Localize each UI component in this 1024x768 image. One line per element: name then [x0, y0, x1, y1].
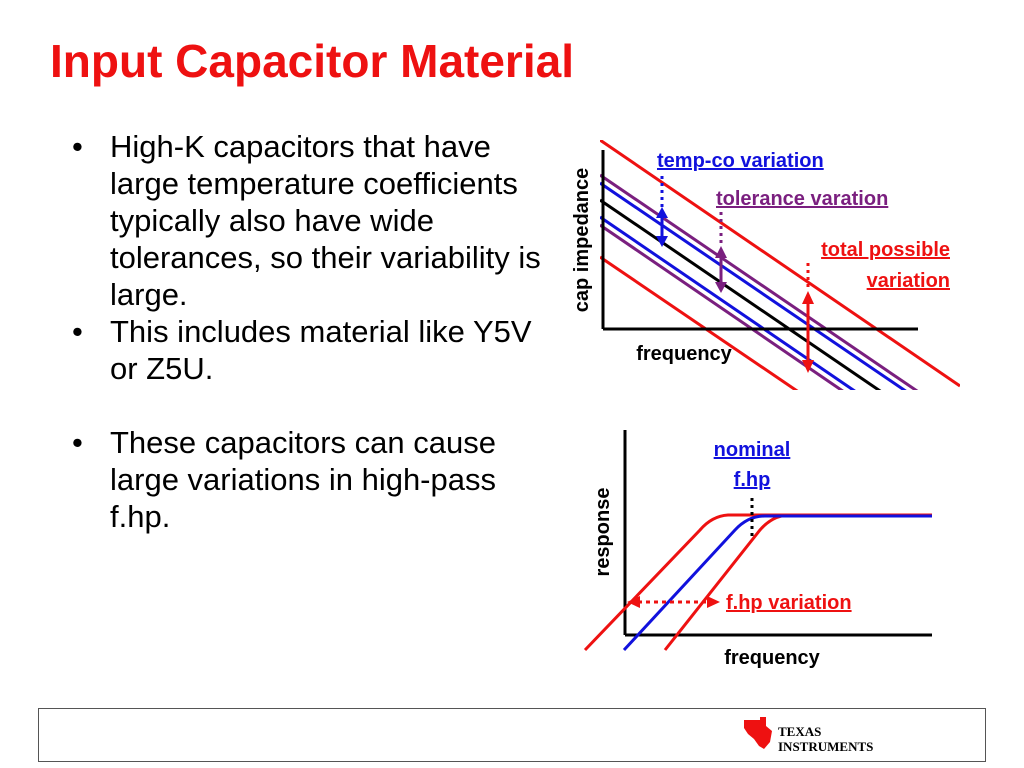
ti-logo-text-line2: INSTRUMENTS [778, 739, 873, 754]
tempco-label: temp-co variation [657, 150, 824, 172]
tolerance-label: tolerance varation [716, 188, 888, 210]
impedance-diagram: cap impedance frequency temp-co variatio… [571, 140, 960, 390]
total-label-line2: variation [867, 270, 950, 292]
total-arrowhead-up [802, 291, 814, 304]
tolerance-arrowhead-up [715, 246, 727, 258]
ti-state-icon [744, 717, 772, 749]
ti-logo: TEXAS INSTRUMENTS [744, 717, 873, 754]
bullet-list: High-K capacitors that have large temper… [70, 128, 560, 535]
impedance-y-label: cap impedance [571, 168, 593, 313]
impedance-line-purple-upper [600, 173, 919, 390]
response-x-label: frequency [724, 647, 820, 669]
response-diagram: response frequency nominal f.hp f.hp var… [583, 430, 932, 669]
nominal-label-line2: f.hp [734, 469, 771, 491]
total-label-line1: total possible [821, 239, 950, 261]
footer-bar [38, 708, 986, 762]
tolerance-arrowhead-down [715, 282, 727, 293]
response-y-label: response [592, 488, 614, 577]
tempco-arrowhead-up [656, 207, 668, 218]
slide-title: Input Capacitor Material [50, 35, 574, 87]
impedance-lines [600, 140, 960, 390]
bullet-item: These capacitors can cause large variati… [70, 424, 560, 535]
impedance-line-blue-upper [600, 181, 907, 390]
fhp-arrowhead-right [707, 596, 720, 608]
bullet-item: This includes material like Y5V or Z5U. [70, 313, 560, 387]
impedance-line-nominal [600, 198, 882, 390]
response-curve-nominal-blue [622, 514, 932, 652]
total-arrowhead-down [802, 360, 814, 373]
ti-logo-text-line1: TEXAS [778, 724, 821, 739]
fhp-arrowhead-left [627, 596, 640, 608]
response-curve-red-left [583, 513, 932, 652]
impedance-line-blue-lower [600, 215, 856, 390]
fhp-variation-label: f.hp variation [726, 592, 852, 614]
bullet-item: High-K capacitors that have large temper… [70, 128, 560, 313]
impedance-line-purple-lower [600, 223, 844, 390]
impedance-line-red-lower [600, 255, 799, 390]
impedance-x-label: frequency [636, 343, 732, 365]
nominal-label-line1: nominal [714, 439, 791, 461]
impedance-line-red-upper [600, 140, 960, 388]
response-curve-red-right [663, 513, 932, 651]
tempco-arrowhead-down [656, 236, 668, 247]
